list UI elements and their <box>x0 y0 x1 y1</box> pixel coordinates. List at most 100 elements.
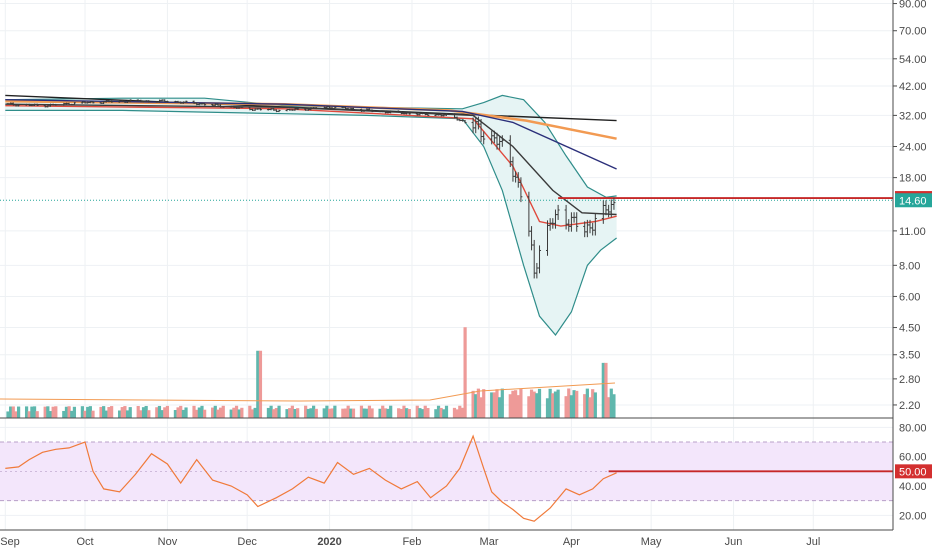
volume-bar <box>386 408 390 418</box>
volume-bar <box>362 408 366 418</box>
rsi-tick-label: 40.00 <box>899 481 927 493</box>
volume-bar <box>104 410 108 418</box>
volume-bar <box>474 394 478 418</box>
volume-bar <box>285 409 289 418</box>
volume-bar <box>490 392 494 418</box>
volume-bar <box>107 406 111 418</box>
volume-bar <box>213 405 217 418</box>
volume-bar <box>304 405 308 418</box>
volume-bar <box>591 389 595 418</box>
volume-bar <box>48 411 53 418</box>
rsi-line <box>5 434 617 522</box>
volume-bar <box>567 388 571 418</box>
volume-bar <box>203 409 207 418</box>
volume-bar <box>327 408 332 418</box>
volume-bar <box>234 405 239 418</box>
volume-bar <box>120 407 124 418</box>
volume-bar <box>67 406 71 418</box>
x-tick-label: May <box>641 536 662 548</box>
volume-bar <box>601 362 605 418</box>
volume-bar <box>173 410 178 418</box>
volume-bar <box>479 397 483 418</box>
volume-bar <box>420 409 425 418</box>
volume-bar <box>70 410 74 418</box>
bollinger-lower-line <box>5 109 617 336</box>
volume-bar <box>306 408 310 418</box>
volume-bar <box>46 406 50 418</box>
volume-bar <box>458 405 462 418</box>
volume-bar <box>86 406 90 418</box>
volume-bar <box>351 408 356 418</box>
volume-bar <box>442 409 446 418</box>
volume-bar <box>197 407 201 418</box>
y-tick-label: 11.00 <box>899 226 926 238</box>
y-tick-label: 54.00 <box>899 54 927 66</box>
volume-bar <box>367 405 372 418</box>
volume-bar <box>211 407 215 418</box>
volume-bar <box>471 390 475 418</box>
bollinger-fill <box>5 95 617 336</box>
volume-bar <box>11 406 15 418</box>
volume-bar <box>6 411 10 418</box>
volume-bar <box>184 407 188 418</box>
rsi-badge <box>895 464 932 479</box>
volume-bar <box>463 327 467 418</box>
volume-bar <box>237 409 241 418</box>
x-tick-label: Mar <box>480 536 499 548</box>
volume-bar <box>495 389 499 418</box>
y-tick-label: 3.50 <box>899 350 920 362</box>
volume-bar <box>389 405 393 418</box>
y-tick-label: 4.50 <box>899 323 920 335</box>
volume-bar <box>88 406 92 418</box>
volume-bar <box>553 391 558 418</box>
volume-bar <box>144 405 148 418</box>
volume-bar <box>9 406 13 418</box>
x-tick-label: Apr <box>563 536 580 548</box>
volume-bar <box>564 396 568 418</box>
volume-bar <box>141 407 146 418</box>
volume-bar <box>165 405 170 418</box>
volume-bar <box>359 405 364 418</box>
volume-bar <box>349 408 353 418</box>
volume-bar <box>370 408 374 418</box>
volume-bar <box>322 408 326 418</box>
volume-bar <box>508 394 512 418</box>
volume-bar <box>511 390 515 418</box>
volume-bar <box>575 390 579 418</box>
volume-bar <box>415 405 419 418</box>
volume-bar <box>545 398 550 418</box>
volume-bar <box>535 393 539 418</box>
volume-bar <box>290 405 294 418</box>
volume-bar <box>181 409 185 418</box>
volume-bar <box>418 408 422 418</box>
volume-bar <box>556 389 560 418</box>
volume-bar <box>407 409 411 418</box>
volume-bar <box>436 405 441 418</box>
x-tick-label: Jul <box>806 536 820 548</box>
volume-bar <box>455 409 459 418</box>
volume-bar <box>147 410 151 418</box>
volume-bar <box>195 409 199 418</box>
volume-bar <box>83 410 87 418</box>
volume-bar <box>160 410 164 418</box>
volume-bar <box>309 408 313 418</box>
volume-bar <box>248 405 252 418</box>
volume-bar <box>423 405 427 418</box>
volume-bar <box>444 405 449 418</box>
volume-bar <box>341 408 345 418</box>
volume-bar <box>72 406 77 418</box>
volume-average-line <box>0 382 616 402</box>
y-tick-label: 2.80 <box>899 374 920 386</box>
volume-bar <box>155 407 159 418</box>
volume-bar <box>519 388 523 418</box>
volume-bar <box>548 388 552 418</box>
volume-bar <box>128 407 132 418</box>
volume-bar <box>102 406 106 418</box>
y-tick-label: 42.00 <box>899 81 927 93</box>
volume-bar <box>482 389 486 418</box>
volume-bar <box>378 408 382 418</box>
volume-bar <box>30 406 34 418</box>
volume-bar <box>176 407 180 418</box>
